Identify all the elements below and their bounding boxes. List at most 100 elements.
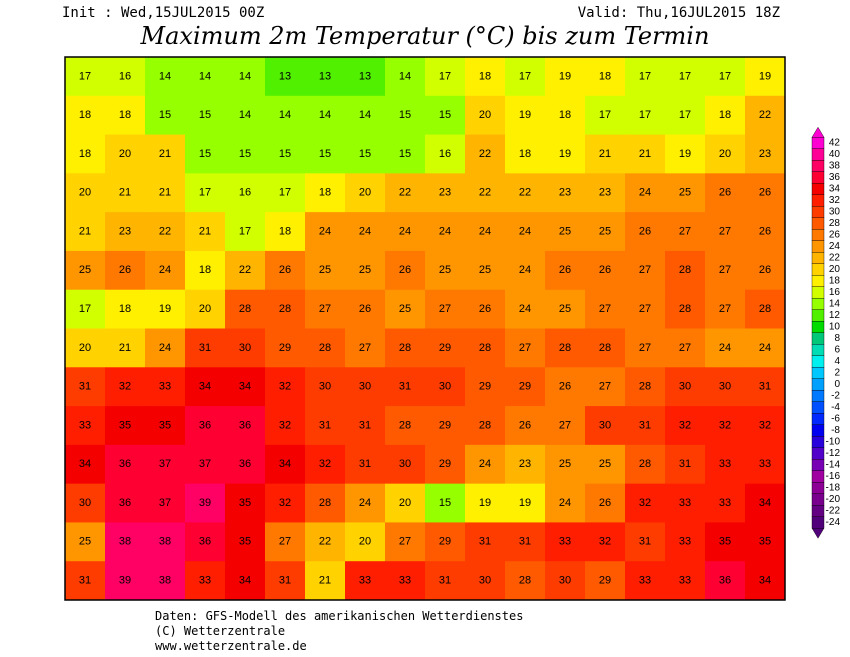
- temperature-cell: [65, 406, 106, 446]
- temperature-cell: [185, 561, 226, 601]
- temperature-value: 31: [79, 381, 91, 393]
- temperature-cell: [345, 483, 386, 523]
- footer-url: www.wetterzentrale.de: [155, 639, 307, 653]
- temperature-cell: [185, 57, 226, 97]
- colorbar: 424038363432302826242220181614121086420-…: [811, 126, 841, 539]
- temperature-value: 31: [399, 381, 411, 393]
- colorbar-swatch: [811, 505, 825, 517]
- temperature-cell: [745, 289, 786, 329]
- temperature-value: 31: [519, 536, 531, 548]
- temperature-value: 26: [479, 303, 491, 315]
- temperature-cell: [625, 483, 666, 523]
- colorbar-swatch: [811, 332, 825, 345]
- temperature-value: 31: [359, 458, 371, 470]
- temperature-cell: [65, 134, 106, 174]
- temperature-value: 18: [119, 303, 131, 315]
- temperature-cell: [505, 561, 546, 601]
- temperature-value: 33: [719, 497, 731, 509]
- temperature-cell: [65, 95, 106, 136]
- temperature-value: 15: [199, 109, 211, 121]
- temperature-value: 27: [639, 264, 651, 276]
- temperature-value: 37: [199, 458, 211, 470]
- colorbar-swatch: [811, 344, 825, 356]
- temperature-cell: [145, 57, 186, 97]
- temperature-value: 27: [719, 303, 731, 315]
- temperature-cell: [305, 57, 346, 97]
- temperature-cell: [145, 444, 186, 485]
- temperature-value: 35: [719, 536, 731, 548]
- temperature-cell: [105, 522, 146, 562]
- temperature-cell: [385, 289, 426, 329]
- temperature-value: 19: [479, 497, 491, 509]
- temperature-cell: [585, 483, 626, 523]
- temperature-cell: [545, 406, 586, 446]
- temperature-value: 33: [679, 536, 691, 548]
- temperature-cell: [745, 95, 786, 136]
- temperature-value: 24: [399, 225, 411, 237]
- temperature-cell: [425, 250, 466, 291]
- colorbar-swatch: [811, 275, 825, 287]
- temperature-cell: [345, 561, 386, 601]
- temperature-cell: [425, 483, 466, 523]
- temperature-value: 26: [559, 264, 571, 276]
- colorbar-label: -14: [826, 460, 841, 471]
- temperature-cell: [585, 250, 626, 291]
- temperature-value: 19: [519, 497, 531, 509]
- temperature-cell: [745, 561, 786, 601]
- temperature-cell: [545, 444, 586, 485]
- temperature-value: 25: [559, 303, 571, 315]
- temperature-value: 23: [559, 187, 571, 199]
- temperature-value: 32: [719, 419, 731, 431]
- temperature-cell: [625, 522, 666, 562]
- temperature-value: 19: [159, 303, 171, 315]
- temperature-value: 30: [439, 381, 451, 393]
- temperature-value: 30: [239, 342, 251, 354]
- temperature-value: 27: [439, 303, 451, 315]
- temperature-value: 32: [639, 497, 651, 509]
- temperature-value: 34: [79, 458, 91, 470]
- temperature-cell: [745, 367, 786, 407]
- colorbar-label: 18: [829, 276, 841, 287]
- valid-label: Valid: Thu,16JUL2015 18Z: [578, 5, 780, 21]
- temperature-value: 34: [199, 381, 211, 393]
- temperature-value: 39: [119, 575, 131, 587]
- temperature-cell: [705, 483, 746, 523]
- temperature-value: 25: [559, 225, 571, 237]
- temperature-value: 30: [359, 381, 371, 393]
- temperature-cell: [345, 367, 386, 407]
- temperature-cell: [505, 173, 546, 213]
- temperature-cell: [305, 367, 346, 407]
- temperature-cell: [385, 444, 426, 485]
- temperature-cell: [545, 483, 586, 523]
- temperature-cell: [105, 444, 146, 485]
- temperature-cell: [65, 57, 106, 97]
- colorbar-label: -4: [831, 402, 840, 413]
- temperature-value: 27: [639, 303, 651, 315]
- temperature-value: 25: [599, 225, 611, 237]
- temperature-cell: [305, 406, 346, 446]
- temperature-value: 30: [599, 419, 611, 431]
- temperature-cell: [745, 57, 786, 97]
- temperature-value: 29: [439, 419, 451, 431]
- temperature-cell: [665, 483, 706, 523]
- temperature-value: 38: [119, 536, 131, 548]
- temperature-cell: [345, 134, 386, 174]
- map-frame: [64, 56, 786, 601]
- temperature-cell: [585, 95, 626, 136]
- temperature-value: 26: [119, 264, 131, 276]
- init-label: Init : Wed,15JUL2015 00Z: [62, 5, 264, 21]
- temperature-value: 34: [279, 458, 291, 470]
- temperature-cell: [185, 367, 226, 407]
- temperature-cell: [665, 367, 706, 407]
- temperature-cell: [745, 406, 786, 446]
- temperature-value: 26: [599, 497, 611, 509]
- colorbar-swatch: [811, 367, 825, 379]
- colorbar-label: 32: [829, 195, 841, 206]
- temperature-cell: [65, 444, 106, 485]
- temperature-value: 20: [359, 536, 371, 548]
- temperature-cell: [665, 250, 706, 291]
- temperature-value: 26: [719, 187, 731, 199]
- temperature-value: 35: [119, 419, 131, 431]
- temperature-cell: [585, 561, 626, 601]
- temperature-value: 18: [479, 70, 491, 82]
